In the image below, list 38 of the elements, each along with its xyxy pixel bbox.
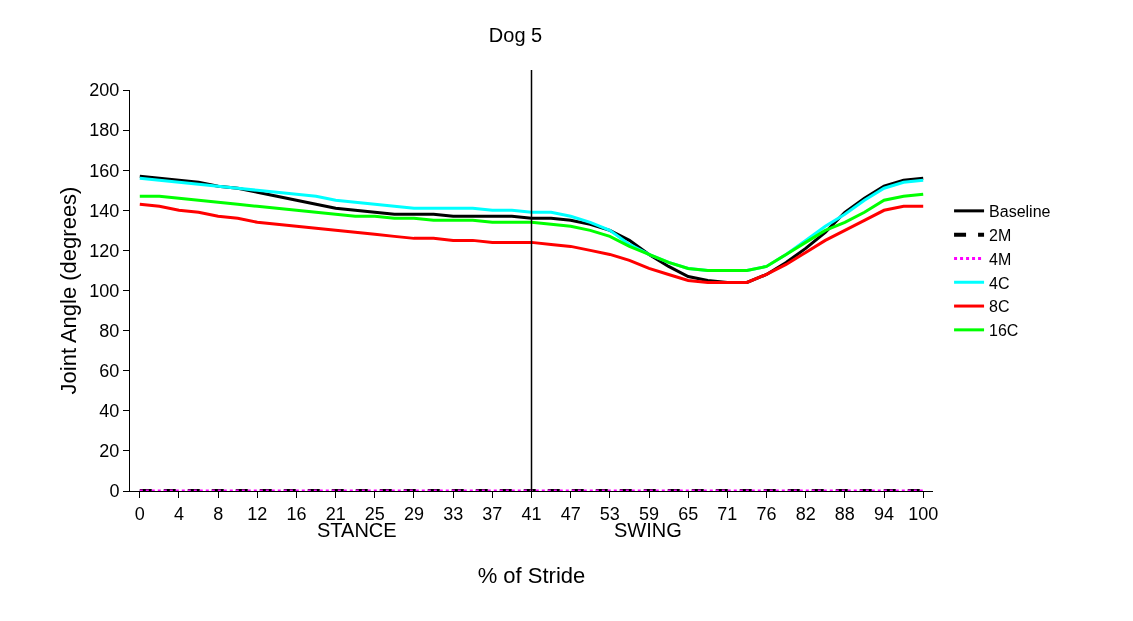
chart-title: Dog 5	[488, 23, 543, 46]
x-tick-label: 4	[173, 503, 184, 524]
y-tick-label: 140	[89, 200, 120, 221]
legend-label: 4M	[989, 250, 1012, 268]
x-axis-title: % of Stride	[477, 563, 586, 589]
y-tick-label: 120	[89, 240, 120, 261]
y-tick-label: 40	[99, 401, 120, 422]
x-tick-label: 94	[874, 503, 895, 524]
x-tick-label: 37	[482, 503, 503, 524]
y-tick-label: 200	[89, 80, 120, 101]
x-tick-label: 0	[134, 503, 145, 524]
y-tick-label: 20	[99, 441, 120, 462]
line-series	[138, 202, 925, 284]
x-tick-label: 47	[560, 503, 581, 524]
y-tick-label: 160	[89, 160, 120, 181]
y-axis-title: Joint Angle (degrees)	[56, 186, 81, 395]
x-tick-label: 88	[834, 503, 855, 524]
x-tick-label: 16	[286, 503, 307, 524]
legend-label: 4C	[989, 274, 1010, 292]
x-tick-label: 29	[403, 503, 425, 524]
x-tick-label: 82	[795, 503, 816, 524]
legend-label: 2M	[989, 226, 1012, 244]
y-tick-label: 180	[89, 120, 120, 141]
x-tick-label: 100	[908, 503, 939, 524]
legend-label: 16C	[989, 322, 1019, 340]
y-tick-label: 0	[109, 481, 120, 502]
x-tick-label: 33	[443, 503, 464, 524]
y-tick-label: 100	[89, 280, 120, 301]
legend-label: 8C	[989, 298, 1010, 316]
line-series	[138, 192, 925, 272]
x-tick-label: 12	[247, 503, 268, 524]
y-tick-label: 60	[99, 361, 120, 381]
y-tick-label: 80	[99, 320, 120, 341]
x-tick-label: 41	[521, 503, 542, 524]
legend-label: Baseline	[989, 203, 1051, 221]
x-tick-label: 71	[717, 503, 738, 524]
x-tick-label: 76	[756, 503, 777, 524]
x-tick-label: 8	[213, 503, 224, 524]
